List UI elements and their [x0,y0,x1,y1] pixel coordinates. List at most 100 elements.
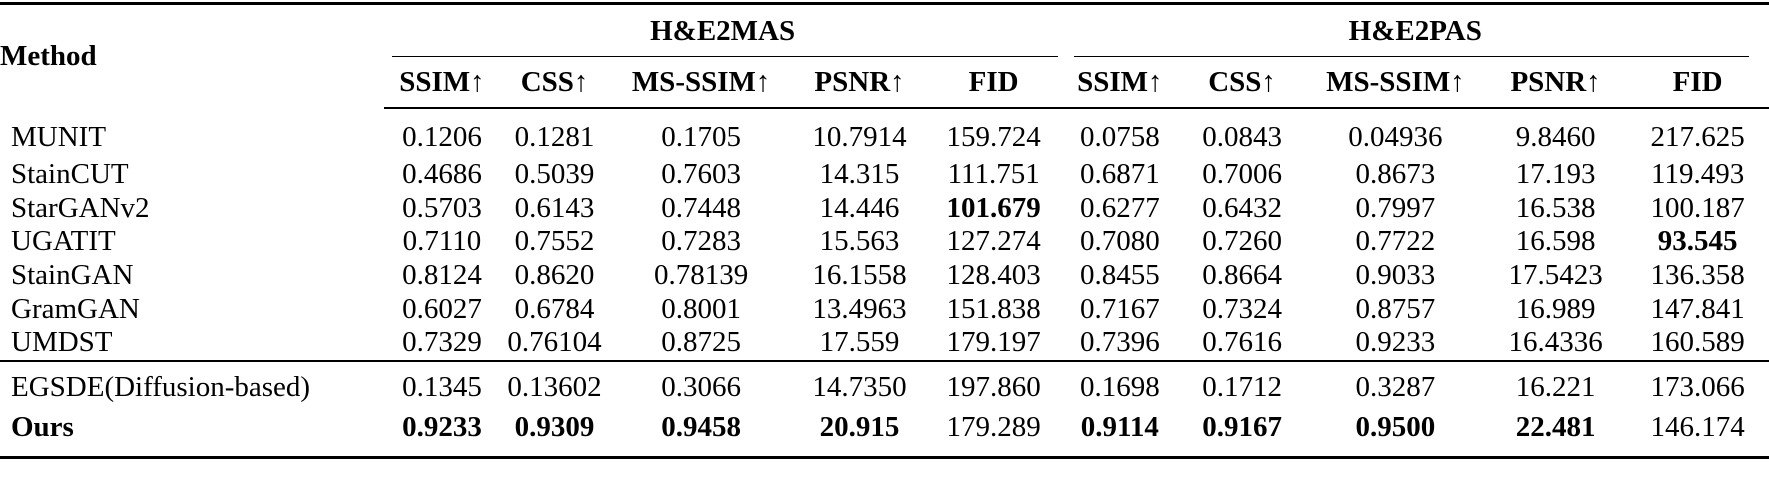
metric-value-cell: 127.274 [946,225,1041,258]
metric-value-cell: 22.481 [1515,410,1596,443]
metric-value-cell: 0.8673 [1355,158,1436,191]
metric-value-cell: 0.7722 [1355,225,1436,258]
method-name-cell: UGATIT [11,225,116,258]
metric-value-cell: 0.7396 [1079,326,1160,359]
metric-value-cell: 16.221 [1484,359,1627,407]
group-header-he2mas: H&E2MAS [384,4,1062,57]
metric-value-cell: 0.7324 [1202,292,1282,325]
metric-value-cell: 17.5423 [1508,259,1603,292]
metric-value-cell: 0.7283 [661,225,741,258]
metric-value-cell: 0.8455 [1079,259,1160,292]
method-name-cell: Ours [11,410,74,443]
metric-value-cell: 0.8620 [514,259,595,292]
metric-header: MS-SSIM↑ [1306,57,1485,109]
metric-value-cell: 0.9500 [1355,410,1436,443]
header-row-metrics: SSIM↑ CSS↑ MS-SSIM↑ PSNR↑ FID SSIM↑ CSS↑… [0,57,1769,109]
metric-value-cell: 179.289 [946,410,1041,443]
metric-value-cell: 101.679 [946,191,1041,224]
metric-value-cell: 16.4336 [1508,326,1603,359]
method-name-cell: MUNIT [11,120,107,153]
metric-value-cell: 20.915 [819,410,900,443]
table-row: GramGAN 0.6027 0.6784 0.8001 13.4963 151.838 0… [0,292,1769,326]
method-name-cell: GramGAN [11,292,140,325]
table-row: EGSDE(Diffusion-based) 0.1345 0.13602 0.306… [0,359,1769,407]
results-table: Method H&E2MAS H&E2PAS SSIM↑ CSS↑ MS-SSI… [0,2,1769,459]
metric-header: FID [1626,57,1769,109]
metric-value-cell: 0.6784 [514,292,595,325]
metric-value-cell: 179.197 [946,326,1041,359]
metric-value-cell: 93.545 [1657,225,1738,258]
metric-value-cell: 146.174 [1650,410,1745,443]
metric-value-cell: 0.9033 [1355,259,1436,292]
metric-value-cell: 16.598 [1515,225,1596,258]
metric-value-cell: 0.1345 [383,359,501,407]
metric-value-cell: 128.403 [946,259,1041,292]
metric-value-cell: 0.9458 [661,410,741,443]
metric-value-cell: 111.751 [947,158,1040,191]
metric-value-cell: 14.315 [819,158,900,191]
metric-value-cell: 100.187 [1650,191,1745,224]
metric-header: FID [925,57,1062,109]
group-label: H&E2MAS [650,14,796,47]
method-name-cell: StarGANv2 [11,191,150,224]
metric-value-cell: 0.6871 [1079,158,1160,191]
metric-header: PSNR↑ [1484,57,1627,109]
metric-value-cell: 0.0843 [1202,121,1282,153]
metric-value-cell: 0.0758 [1079,121,1160,153]
metric-value-cell: 0.1712 [1178,359,1307,407]
metric-value-cell: 159.724 [946,121,1041,153]
metric-value-cell: 0.7616 [1202,326,1282,359]
metric-value-cell: 0.8725 [661,326,741,359]
metric-value-cell: 0.9114 [1080,410,1159,443]
metric-value-cell: 0.9233 [402,410,482,443]
metric-value-cell: 16.1558 [812,259,907,292]
metric-value-cell: 217.625 [1650,121,1745,153]
metric-value-cell: 17.193 [1515,158,1596,191]
metric-value-cell: 0.6027 [402,292,482,325]
metric-value-cell: 0.1698 [1061,359,1179,407]
metric-value-cell: 0.78139 [653,259,749,292]
metric-value-cell: 197.860 [925,359,1062,407]
metric-value-cell: 0.7167 [1079,292,1160,325]
metric-value-cell: 0.9309 [514,410,595,443]
method-name-cell: StainGAN [11,259,134,292]
method-name-cell: UMDST [11,326,113,359]
metric-value-cell: 0.7603 [661,158,741,191]
table-row: UGATIT 0.7110 0.7552 0.7283 15.563 127.274 0.7… [0,225,1769,259]
metric-value-cell: 160.589 [1650,326,1745,359]
metric-value-cell: 0.7997 [1355,191,1436,224]
metric-value-cell: 173.066 [1626,359,1769,407]
metric-value-cell: 0.5703 [402,191,482,224]
table-row: StainCUT 0.4686 0.5039 0.7603 14.315 111.751 0… [0,158,1769,192]
metric-value-cell: 0.7260 [1202,225,1282,258]
metric-header: SSIM↑ [383,57,501,109]
metric-value-cell: 0.7110 [402,225,482,258]
metric-value-cell: 13.4963 [812,292,907,325]
metric-header: CSS↑ [1178,57,1307,109]
metric-value-cell: 17.559 [819,326,900,359]
table-row: StarGANv2 0.5703 0.6143 0.7448 14.446 101.679… [0,192,1769,226]
metric-value-cell: 0.9167 [1202,410,1282,443]
metric-value-cell: 0.13602 [500,359,609,407]
table-row: StainGAN 0.8124 0.8620 0.78139 16.1558 128.40… [0,259,1769,293]
metric-value-cell: 10.7914 [812,121,907,153]
metric-value-cell: 16.989 [1515,292,1596,325]
metric-value-cell: 0.3066 [608,359,794,407]
metric-value-cell: 0.04936 [1348,121,1443,153]
metric-value-cell: 16.538 [1515,191,1596,224]
metric-value-cell: 14.446 [819,191,900,224]
metric-value-cell: 119.493 [1651,158,1745,191]
metric-value-cell: 136.358 [1650,259,1745,292]
metric-header: SSIM↑ [1061,57,1179,109]
metric-value-cell: 0.5039 [514,158,595,191]
metric-value-cell: 0.6432 [1202,191,1282,224]
metric-value-cell: 0.1705 [661,121,741,153]
metric-value-cell: 0.7552 [514,225,595,258]
metric-value-cell: 0.3287 [1306,359,1485,407]
metric-value-cell: 0.8124 [402,259,482,292]
metric-value-cell: 9.8460 [1515,121,1596,153]
metric-value-cell: 0.4686 [402,158,482,191]
results-table-body: MUNIT 0.1206 0.1281 0.1705 10.7914 159.724 0.0… [0,108,1769,458]
table-row: UMDST 0.7329 0.76104 0.8725 17.559 179.197 0.7… [0,326,1769,361]
